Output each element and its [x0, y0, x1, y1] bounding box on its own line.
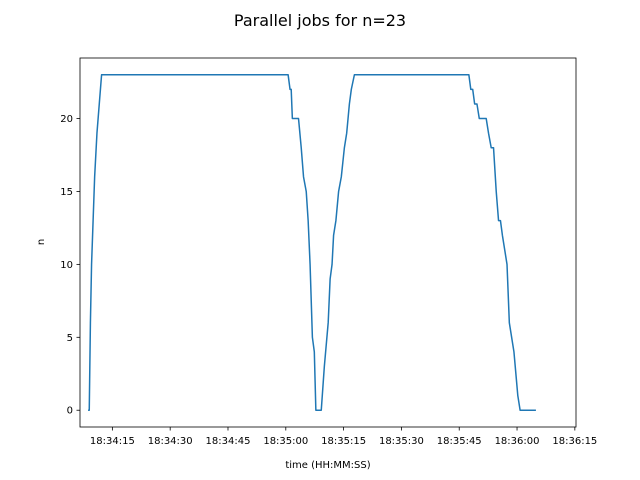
- y-tick-label: 5: [67, 333, 73, 344]
- series-line-0: [88, 74, 536, 411]
- x-tick-label: 18:35:45: [437, 436, 482, 447]
- chart-title: Parallel jobs for n=23: [234, 11, 406, 30]
- y-tick-label: 10: [60, 260, 73, 271]
- axes-frame: [79, 57, 577, 428]
- y-tick-label: 15: [60, 187, 73, 198]
- x-axis-label: time (HH:MM:SS): [285, 460, 370, 471]
- x-tick-label: 18:34:45: [206, 436, 251, 447]
- x-tick-label: 18:34:15: [90, 436, 135, 447]
- y-tick-label: 20: [60, 114, 73, 125]
- y-tick-label: 0: [67, 406, 73, 417]
- x-tick-label: 18:35:15: [321, 436, 366, 447]
- y-axis: 0 5 10 15 20: [60, 114, 80, 417]
- x-axis: 18:34:15 18:34:30 18:34:45 18:35:00 18:35:15…: [90, 427, 597, 447]
- x-tick-label: 18:36:15: [552, 436, 597, 447]
- x-tick-label: 18:36:00: [495, 436, 540, 447]
- x-tick-label: 18:34:30: [148, 436, 193, 447]
- y-axis-label: n: [36, 239, 47, 245]
- plot-area: [88, 74, 536, 411]
- x-tick-label: 18:35:30: [379, 436, 424, 447]
- x-tick-label: 18:35:00: [263, 436, 308, 447]
